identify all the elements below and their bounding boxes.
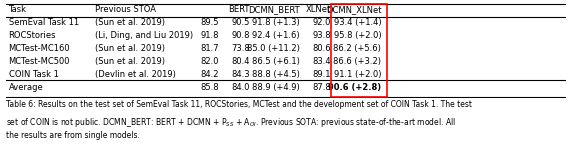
Text: Previous STOA: Previous STOA (96, 5, 156, 14)
Text: set of COIN is not public. DCMN_BERT: BERT + DCMN + P$_{SS}$ + A$_{OI}$. Previou: set of COIN is not public. DCMN_BERT: BE… (6, 116, 456, 129)
Text: (Sun et al. 2019): (Sun et al. 2019) (96, 44, 165, 53)
Text: SemEval Task 11: SemEval Task 11 (9, 18, 78, 27)
Text: MCTest-MC160: MCTest-MC160 (9, 44, 70, 53)
Text: 89.1: 89.1 (312, 70, 331, 79)
Text: Task: Task (9, 5, 26, 14)
Text: 91.8: 91.8 (200, 31, 219, 40)
Text: 84.2: 84.2 (200, 70, 219, 79)
Text: 73.8: 73.8 (231, 44, 249, 53)
Text: 80.6: 80.6 (312, 44, 331, 53)
Text: Average: Average (9, 83, 43, 92)
Text: XLNet: XLNet (305, 5, 331, 14)
Text: 91.8 (+1.3): 91.8 (+1.3) (252, 18, 300, 27)
Text: 92.4 (+1.6): 92.4 (+1.6) (252, 31, 300, 40)
Bar (331, 4, 387, 97)
Text: 93.4 (+1.4): 93.4 (+1.4) (333, 18, 382, 27)
Text: 85.8: 85.8 (200, 83, 219, 92)
Text: DCMN_BERT: DCMN_BERT (248, 5, 300, 14)
Text: 90.8: 90.8 (231, 31, 249, 40)
Text: DCMN_XLNet: DCMN_XLNet (326, 5, 382, 14)
Text: 87.8: 87.8 (312, 83, 331, 92)
Text: 91.1 (+2.0): 91.1 (+2.0) (334, 70, 382, 79)
Text: 90.6 (+2.8): 90.6 (+2.8) (328, 83, 382, 92)
Text: 89.5: 89.5 (200, 18, 219, 27)
Text: COIN Task 1: COIN Task 1 (9, 70, 58, 79)
Text: 80.4: 80.4 (231, 57, 249, 66)
Text: the results are from single models.: the results are from single models. (6, 131, 140, 140)
Text: 83.4: 83.4 (312, 57, 331, 66)
Text: MCTest-MC500: MCTest-MC500 (9, 57, 70, 66)
Text: 84.3: 84.3 (231, 70, 249, 79)
Text: (Li, Ding, and Liu 2019): (Li, Ding, and Liu 2019) (96, 31, 193, 40)
Text: 85.0 (+11.2): 85.0 (+11.2) (247, 44, 300, 53)
Text: Table 6: Results on the test set of SemEval Task 11, ROCStories, MCTest and the : Table 6: Results on the test set of SemE… (6, 100, 472, 109)
Text: (Devlin et al. 2019): (Devlin et al. 2019) (96, 70, 176, 79)
Text: (Sun et al. 2019): (Sun et al. 2019) (96, 57, 165, 66)
Text: 90.5: 90.5 (231, 18, 249, 27)
Text: 95.8 (+2.0): 95.8 (+2.0) (333, 31, 382, 40)
Text: 86.6 (+3.2): 86.6 (+3.2) (333, 57, 382, 66)
Text: 88.9 (+4.9): 88.9 (+4.9) (252, 83, 300, 92)
Text: BERT: BERT (228, 5, 249, 14)
Text: (Sun et al. 2019): (Sun et al. 2019) (96, 18, 165, 27)
Text: 92.0: 92.0 (312, 18, 331, 27)
Text: ROCStories: ROCStories (9, 31, 56, 40)
Text: 86.2 (+5.6): 86.2 (+5.6) (333, 44, 382, 53)
Text: 82.0: 82.0 (200, 57, 219, 66)
Text: 84.0: 84.0 (231, 83, 249, 92)
Text: 86.5 (+6.1): 86.5 (+6.1) (252, 57, 300, 66)
Text: 93.8: 93.8 (312, 31, 331, 40)
Text: 88.8 (+4.5): 88.8 (+4.5) (252, 70, 300, 79)
Text: 81.7: 81.7 (200, 44, 219, 53)
